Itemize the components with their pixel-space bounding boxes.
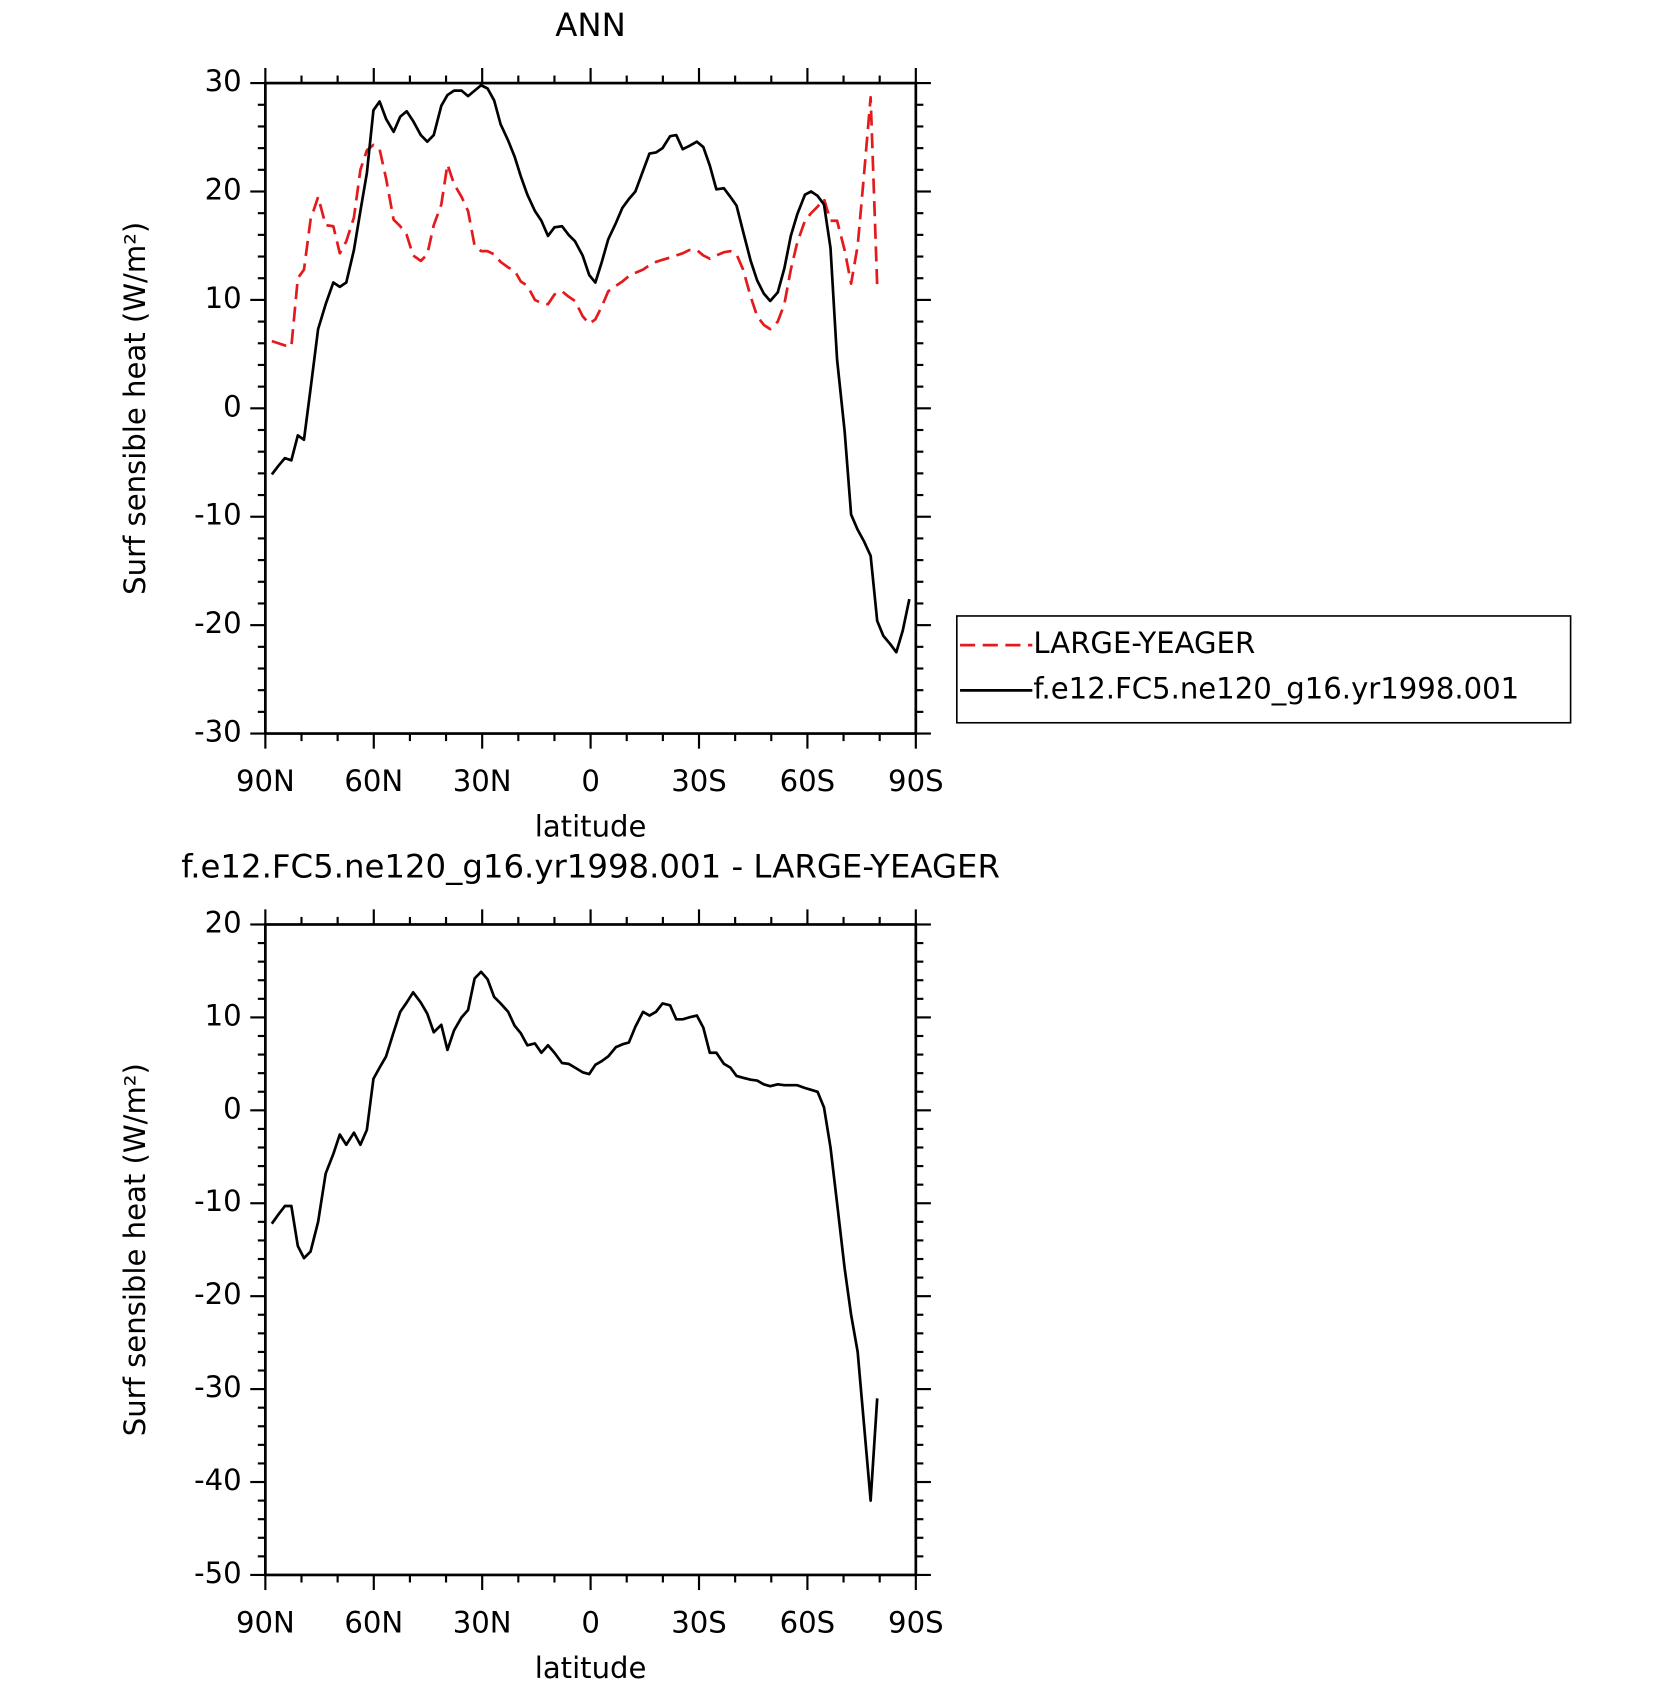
- y-tick-label: 10: [205, 998, 242, 1032]
- x-tick-label: 60N: [344, 764, 403, 798]
- x-tick-label: 90N: [236, 764, 295, 798]
- legend-box: [956, 615, 1572, 724]
- y-tick-label: -10: [194, 1184, 242, 1218]
- y-axis-label: Surf sensible heat (W/m²): [118, 1063, 152, 1436]
- chart-title: f.e12.FC5.ne120_g16.yr1998.001 - LARGE-Y…: [181, 847, 1000, 885]
- legend-label: LARGE-YEAGER: [1033, 626, 1255, 660]
- x-tick-label: 60N: [344, 1606, 403, 1640]
- x-tick-label: 90N: [236, 1606, 295, 1640]
- y-tick-label: 10: [205, 281, 242, 315]
- x-tick-label: 90S: [888, 764, 944, 798]
- x-tick-label: 30N: [453, 1606, 512, 1640]
- y-tick-label: 20: [205, 905, 242, 939]
- x-tick-label: 90S: [888, 1606, 944, 1640]
- y-tick-label: -10: [194, 498, 242, 532]
- y-tick-label: 0: [223, 1091, 242, 1125]
- x-tick-label: 60S: [780, 1606, 836, 1640]
- y-tick-label: -20: [194, 1277, 242, 1311]
- x-axis-label: latitude: [535, 1651, 647, 1685]
- y-tick-label: -30: [194, 1370, 242, 1404]
- x-axis-label: latitude: [535, 809, 647, 843]
- series-line: [270, 83, 911, 654]
- y-tick-label: 30: [205, 64, 242, 98]
- series-line: [271, 95, 879, 348]
- y-tick-label: -20: [194, 606, 242, 640]
- x-tick-label: 0: [581, 764, 600, 798]
- plot-frame: [264, 81, 918, 735]
- x-tick-label: 60S: [780, 764, 836, 798]
- y-axis-label: Surf sensible heat (W/m²): [118, 222, 152, 595]
- y-tick-label: -30: [194, 715, 242, 749]
- y-tick-label: 0: [223, 389, 242, 423]
- x-tick-label: 0: [581, 1606, 600, 1640]
- y-tick-label: -40: [194, 1463, 242, 1497]
- series-line: [270, 970, 879, 1502]
- legend-label: f.e12.FC5.ne120_g16.yr1998.001: [1033, 671, 1519, 705]
- x-tick-label: 30S: [671, 764, 727, 798]
- x-tick-label: 30S: [671, 1606, 727, 1640]
- y-tick-label: 20: [205, 172, 242, 206]
- x-tick-label: 30N: [453, 764, 512, 798]
- chart-title: ANN: [555, 6, 626, 44]
- plot-frame: [264, 923, 918, 1577]
- y-tick-label: -50: [194, 1556, 242, 1590]
